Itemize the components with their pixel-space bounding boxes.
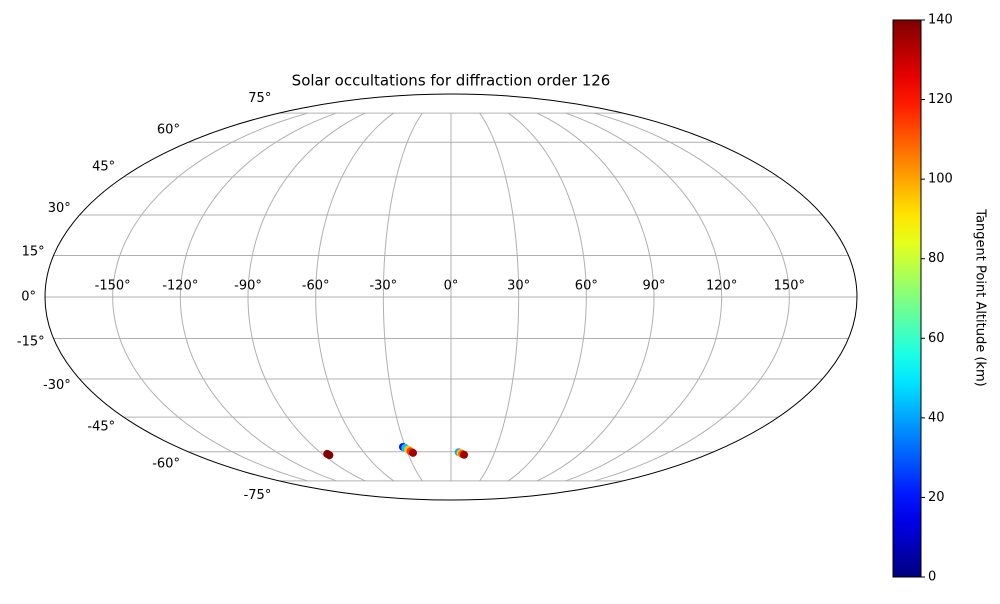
- grid-line: [247, 112, 366, 482]
- y-tick-label: -60°: [152, 457, 180, 472]
- x-tick-label: 30°: [507, 279, 530, 294]
- occultation-point: [325, 451, 334, 460]
- x-tick-label: 120°: [706, 279, 737, 294]
- x-tick-label: 90°: [642, 279, 665, 294]
- x-tick-label: -120°: [162, 279, 198, 294]
- y-tick-label: -75°: [244, 488, 272, 503]
- y-tick-label: -30°: [43, 378, 71, 393]
- chart-title: Solar occultations for diffraction order…: [292, 72, 611, 90]
- y-tick-label: -15°: [17, 334, 45, 349]
- grid-line: [382, 112, 423, 482]
- grid-line: [315, 112, 395, 482]
- colorbar-tick-label: 80: [928, 251, 945, 266]
- colorbar: [892, 19, 922, 578]
- occultation-point: [460, 450, 469, 459]
- grid-line: [479, 112, 520, 482]
- grid-line: [536, 112, 655, 482]
- colorbar-tick-label: 120: [928, 92, 953, 107]
- grid-line: [565, 112, 723, 482]
- colorbar-label: Tangent Point Altitude (km): [973, 208, 988, 386]
- colorbar-tick-label: 140: [928, 13, 953, 28]
- colorbar-tick-label: 0: [928, 570, 936, 585]
- y-tick-label: 15°: [22, 245, 45, 260]
- x-tick-label: 0°: [444, 279, 459, 294]
- occultation-point: [408, 448, 417, 457]
- y-tick-label: 60°: [157, 122, 180, 137]
- colorbar-tick-label: 40: [928, 410, 945, 425]
- grid-line: [112, 112, 308, 482]
- y-tick-label: 30°: [48, 201, 71, 216]
- x-tick-label: 60°: [575, 279, 598, 294]
- colorbar-tick-label: 100: [928, 172, 953, 187]
- x-tick-label: -60°: [302, 279, 330, 294]
- x-tick-label: -150°: [95, 279, 131, 294]
- colorbar-tick-label: 20: [928, 490, 945, 505]
- grid-line: [594, 112, 790, 482]
- grid-line: [179, 112, 337, 482]
- y-tick-label: 75°: [248, 91, 271, 106]
- grid-line: [507, 112, 587, 482]
- x-tick-label: -90°: [234, 279, 262, 294]
- y-tick-label: 0°: [21, 290, 36, 305]
- y-tick-label: 45°: [92, 160, 115, 175]
- y-tick-label: -45°: [87, 419, 115, 434]
- x-tick-label: -30°: [369, 279, 397, 294]
- x-tick-label: 150°: [774, 279, 805, 294]
- map-outline: [44, 93, 858, 501]
- colorbar-tick-label: 60: [928, 331, 945, 346]
